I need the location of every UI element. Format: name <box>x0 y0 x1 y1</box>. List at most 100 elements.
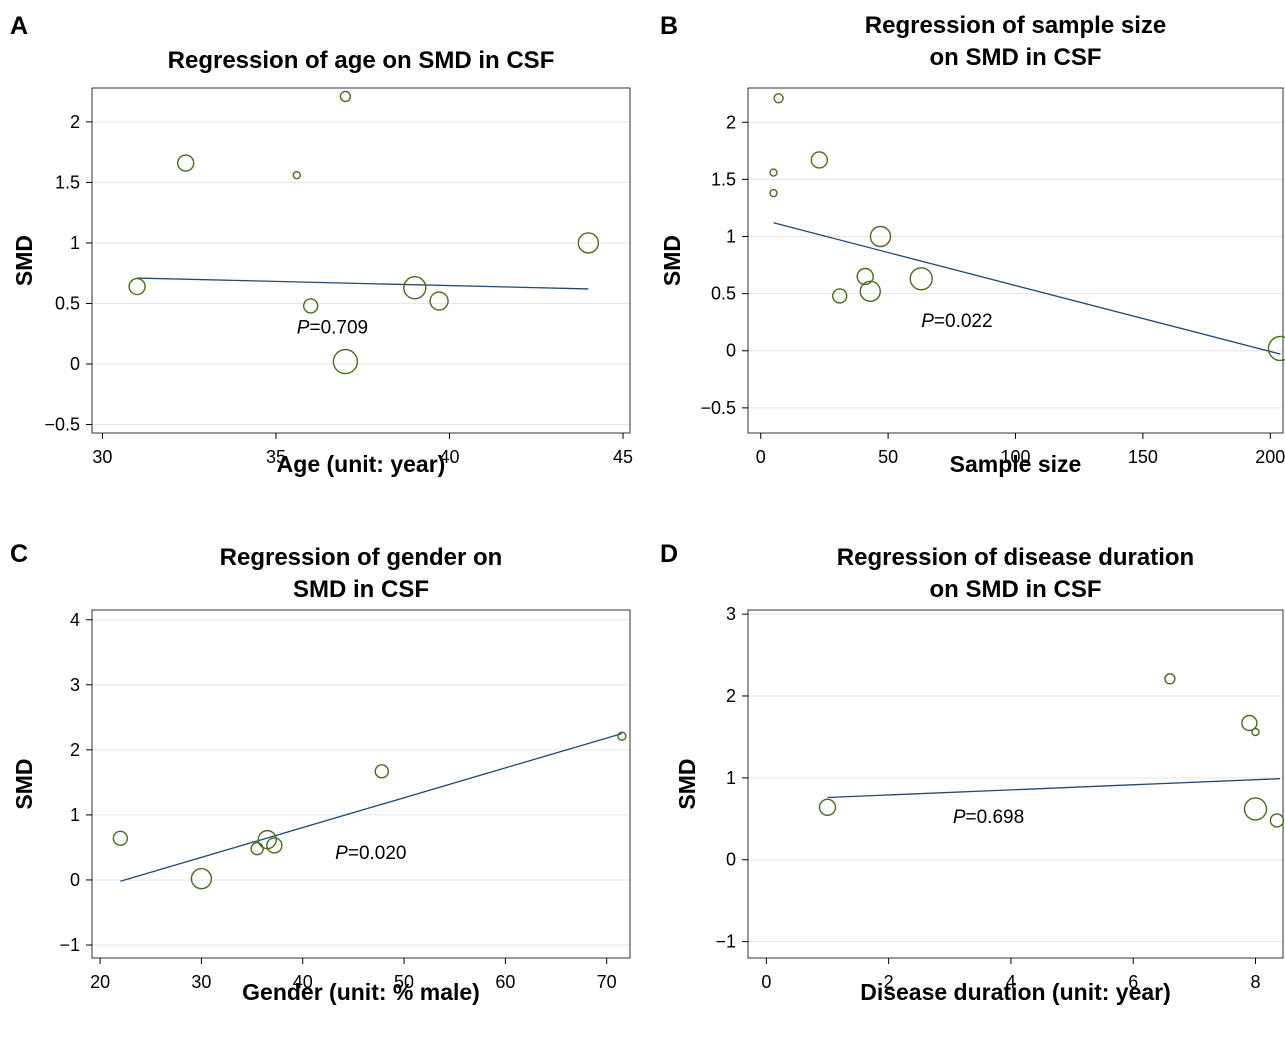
regression-line <box>120 732 623 882</box>
y-tick-label: 3 <box>70 675 80 695</box>
data-point <box>250 842 264 856</box>
data-point <box>266 837 283 854</box>
data-point <box>128 277 146 296</box>
data-point <box>818 798 837 817</box>
data-point <box>1251 727 1260 737</box>
chart-title-line: SMD in CSF <box>293 576 429 603</box>
plot-frame <box>747 609 1284 959</box>
data-point <box>909 267 933 291</box>
y-tick-label: 1 <box>70 233 80 253</box>
p-value-text: =0.020 <box>348 843 407 864</box>
x-tick-label: 30 <box>191 972 211 992</box>
regression-line <box>137 277 589 290</box>
p-symbol: P <box>953 807 966 828</box>
regression-line <box>773 222 1281 355</box>
y-tick-label: 0 <box>70 870 80 890</box>
p-symbol: P <box>297 318 310 339</box>
y-tick-label: 2 <box>70 740 80 760</box>
data-point <box>869 225 892 248</box>
chart-title-line: Regression of disease duration <box>837 544 1194 571</box>
plot-frame <box>91 87 631 434</box>
data-point <box>859 280 881 303</box>
x-tick-label: 8 <box>1250 972 1260 992</box>
data-point <box>773 93 784 104</box>
y-tick-label: −0.5 <box>700 398 736 418</box>
panel-letter: A <box>10 12 28 40</box>
x-tick-label: 50 <box>394 972 414 992</box>
x-tick-label: 200 <box>1255 447 1285 467</box>
plot-frame <box>91 609 631 959</box>
y-tick-label: 0 <box>70 354 80 374</box>
data-point <box>617 731 627 741</box>
y-tick-label: 0 <box>726 341 736 361</box>
data-point <box>332 348 359 375</box>
x-tick-label: 50 <box>878 447 898 467</box>
y-tick-label: 2 <box>726 112 736 132</box>
p-value-annotation: P=0.020 <box>335 843 406 864</box>
chart-title-line: Regression of gender on <box>220 544 503 571</box>
p-symbol: P <box>921 311 934 332</box>
data-point <box>177 154 195 172</box>
data-point <box>190 867 213 890</box>
data-point <box>292 170 301 180</box>
y-axis-label: SMD <box>11 235 37 286</box>
x-tick-label: 2 <box>884 972 894 992</box>
y-tick-label: 1.5 <box>711 169 736 189</box>
data-point <box>769 168 778 177</box>
panel-d: D Regression of disease duration on SMD in… <box>660 540 1285 1005</box>
data-point <box>1241 714 1258 732</box>
data-point <box>403 276 427 300</box>
y-tick-label: 0.5 <box>711 284 736 304</box>
p-value-text: =0.698 <box>966 807 1025 828</box>
data-point <box>374 764 389 779</box>
x-axis-label: Age (unit: year) <box>277 451 446 477</box>
panel-b: B Regression of sample size on SMD in CSF −… <box>659 12 1285 477</box>
y-tick-label: −1 <box>59 935 80 955</box>
x-tick-label: 70 <box>597 972 617 992</box>
x-tick-label: 30 <box>92 447 112 467</box>
panel-a: A Regression of age on SMD in CSF −0.5 0 0.5… <box>10 12 633 477</box>
y-tick-label: −0.5 <box>44 415 80 435</box>
x-tick-label: 100 <box>1000 447 1030 467</box>
y-axis-label: SMD <box>659 235 685 286</box>
x-axis-label: Gender (unit: % male) <box>242 979 480 1005</box>
p-value-text: =0.022 <box>934 311 993 332</box>
y-axis-label: SMD <box>674 758 700 809</box>
data-point <box>112 830 129 847</box>
data-point <box>1267 335 1285 362</box>
y-tick-label: −1 <box>715 932 736 952</box>
data-point <box>810 151 829 169</box>
panel-letter: D <box>660 540 678 568</box>
x-tick-label: 20 <box>90 972 110 992</box>
y-axis-label: SMD <box>11 758 37 809</box>
panel-c: C Regression of gender on SMD in CSF −1 0 1 2 3… <box>10 540 631 1005</box>
panel-letter: C <box>10 540 28 568</box>
y-tick-label: 2 <box>726 686 736 706</box>
x-tick-label: 150 <box>1128 447 1158 467</box>
chart-title-line: Regression of age on SMD in CSF <box>168 47 555 74</box>
chart-title-line: on SMD in CSF <box>930 576 1102 603</box>
p-value-annotation: P=0.698 <box>953 807 1024 828</box>
data-point <box>1269 813 1285 828</box>
chart-title-line: on SMD in CSF <box>930 44 1102 71</box>
regression-line <box>827 778 1280 799</box>
x-tick-label: 45 <box>613 447 633 467</box>
p-value-annotation: P=0.022 <box>921 311 992 332</box>
y-tick-label: 0.5 <box>55 293 80 313</box>
chart-title-line: Regression of sample size <box>865 12 1166 39</box>
x-tick-label: 60 <box>495 972 515 992</box>
x-tick-label: 4 <box>1006 972 1016 992</box>
y-tick-label: 3 <box>726 604 736 624</box>
x-tick-label: 6 <box>1128 972 1138 992</box>
data-point <box>1243 797 1268 821</box>
x-tick-label: 35 <box>266 447 286 467</box>
y-tick-label: 1 <box>726 768 736 788</box>
x-tick-label: 0 <box>756 447 766 467</box>
y-tick-label: 1.5 <box>55 172 80 192</box>
data-point <box>577 232 600 254</box>
data-point <box>1164 673 1176 685</box>
data-point <box>429 291 449 311</box>
y-tick-label: 0 <box>726 850 736 870</box>
y-tick-label: 1 <box>726 227 736 247</box>
plot-frame <box>747 87 1284 434</box>
